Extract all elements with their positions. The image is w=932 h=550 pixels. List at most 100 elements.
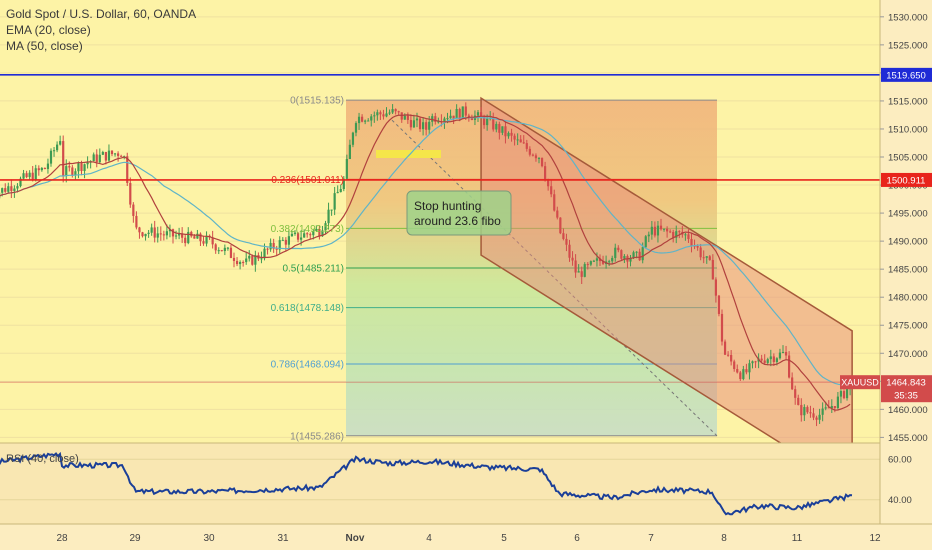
candle-body xyxy=(476,112,480,116)
candle-body xyxy=(498,123,501,133)
candle-body xyxy=(727,354,730,356)
candle-body xyxy=(342,178,345,189)
candle-body xyxy=(595,258,599,261)
candle-body xyxy=(464,106,467,116)
candle-body xyxy=(553,194,556,211)
candle-body xyxy=(327,209,330,224)
candle-body xyxy=(845,388,849,399)
candle-body xyxy=(589,261,592,265)
candle-body xyxy=(135,215,138,228)
rsi-tick-label: 60.00 xyxy=(888,455,912,466)
candle-body xyxy=(574,260,577,273)
candle-body xyxy=(235,260,239,265)
stop-hunting-callout[interactable]: Stop hunting around 23.6 fibo xyxy=(406,190,512,236)
chart-header: Gold Spot / U.S. Dollar, 60, OANDA EMA (… xyxy=(6,6,196,54)
price-tick-label: 1530.000 xyxy=(888,12,928,23)
candle-body xyxy=(4,188,7,192)
candle-body xyxy=(623,256,626,259)
price-tick-label: 1480.000 xyxy=(888,293,928,304)
candle-body xyxy=(248,255,251,259)
candle-body xyxy=(25,173,28,178)
candle-body xyxy=(178,233,181,236)
candle-body xyxy=(354,123,358,133)
candle-body xyxy=(351,132,355,145)
candle-body xyxy=(68,166,71,168)
candle-body xyxy=(797,397,800,405)
candle-body xyxy=(611,257,614,262)
candle-body xyxy=(113,153,117,155)
candle-body xyxy=(202,241,205,244)
time-tick-label: 7 xyxy=(648,533,654,544)
candle-body xyxy=(428,121,431,130)
ma-indicator-label[interactable]: MA (50, close) xyxy=(6,39,83,53)
candle-body xyxy=(150,227,153,233)
candle-body xyxy=(495,123,498,130)
candle-body xyxy=(156,233,159,238)
candle-body xyxy=(711,259,714,280)
candle-body xyxy=(739,372,742,380)
candle-body xyxy=(592,260,595,262)
candle-body xyxy=(736,369,739,373)
candle-body xyxy=(193,236,196,239)
candle-body xyxy=(315,228,318,232)
price-tick-label: 1485.000 xyxy=(888,265,928,276)
candle-body xyxy=(540,157,544,167)
candle-body xyxy=(608,261,611,263)
candle-body xyxy=(690,239,693,246)
candle-body xyxy=(723,341,727,355)
candle-body xyxy=(772,356,775,362)
candle-body xyxy=(303,233,306,238)
time-tick-label: 8 xyxy=(721,533,727,544)
candle-body xyxy=(239,262,242,265)
fib-level-label: 1(1455.286) xyxy=(290,431,344,442)
candle-body xyxy=(449,115,452,119)
candle-body xyxy=(83,164,86,171)
fib-level-label: 0.5(1485.211) xyxy=(282,263,344,274)
candle-body xyxy=(217,250,220,252)
price-axis[interactable] xyxy=(880,0,932,524)
candle-body xyxy=(534,155,538,159)
candle-body xyxy=(65,166,68,177)
rsi-title: RSI (40, close) xyxy=(6,453,79,465)
candle-body xyxy=(470,118,473,120)
candle-body xyxy=(361,116,364,122)
horizontal-levels[interactable] xyxy=(0,74,880,181)
candle-body xyxy=(382,114,385,117)
candle-body xyxy=(324,223,327,231)
candle-body xyxy=(644,236,647,248)
candle-body xyxy=(730,354,733,362)
price-tick-label: 1455.000 xyxy=(888,433,928,444)
price-tick-label: 1475.000 xyxy=(888,321,928,332)
ema-indicator-label[interactable]: EMA (20, close) xyxy=(6,23,91,37)
last-price-label: 1464.843 xyxy=(886,378,926,389)
candle-body xyxy=(49,150,53,164)
candle-body xyxy=(22,173,25,179)
candle-body xyxy=(367,120,370,122)
candle-body xyxy=(181,233,184,238)
candle-body xyxy=(504,126,507,137)
candle-body xyxy=(821,408,824,415)
candle-body xyxy=(1,188,4,193)
candle-body xyxy=(46,163,50,169)
candle-body xyxy=(446,118,449,120)
candle-body xyxy=(275,248,278,250)
candle-body xyxy=(336,192,339,194)
price-tag-label: 1500.911 xyxy=(887,175,926,186)
candle-body xyxy=(10,186,13,191)
candle-body xyxy=(153,227,156,238)
candle-body xyxy=(479,112,483,118)
time-axis[interactable] xyxy=(0,524,932,550)
candle-body xyxy=(162,234,165,236)
candle-body xyxy=(422,122,425,130)
candle-body xyxy=(748,363,751,373)
candle-body xyxy=(662,228,666,230)
candle-body xyxy=(720,313,724,342)
stop-hunt-highlight[interactable] xyxy=(376,150,441,158)
fib-level-label: 0.236(1501.011) xyxy=(271,175,344,186)
candle-body xyxy=(788,355,791,378)
candle-body xyxy=(397,111,400,113)
candle-body xyxy=(278,240,281,250)
symbol-title[interactable]: Gold Spot / U.S. Dollar, 60, OANDA xyxy=(6,7,197,21)
candle-body xyxy=(229,247,233,258)
